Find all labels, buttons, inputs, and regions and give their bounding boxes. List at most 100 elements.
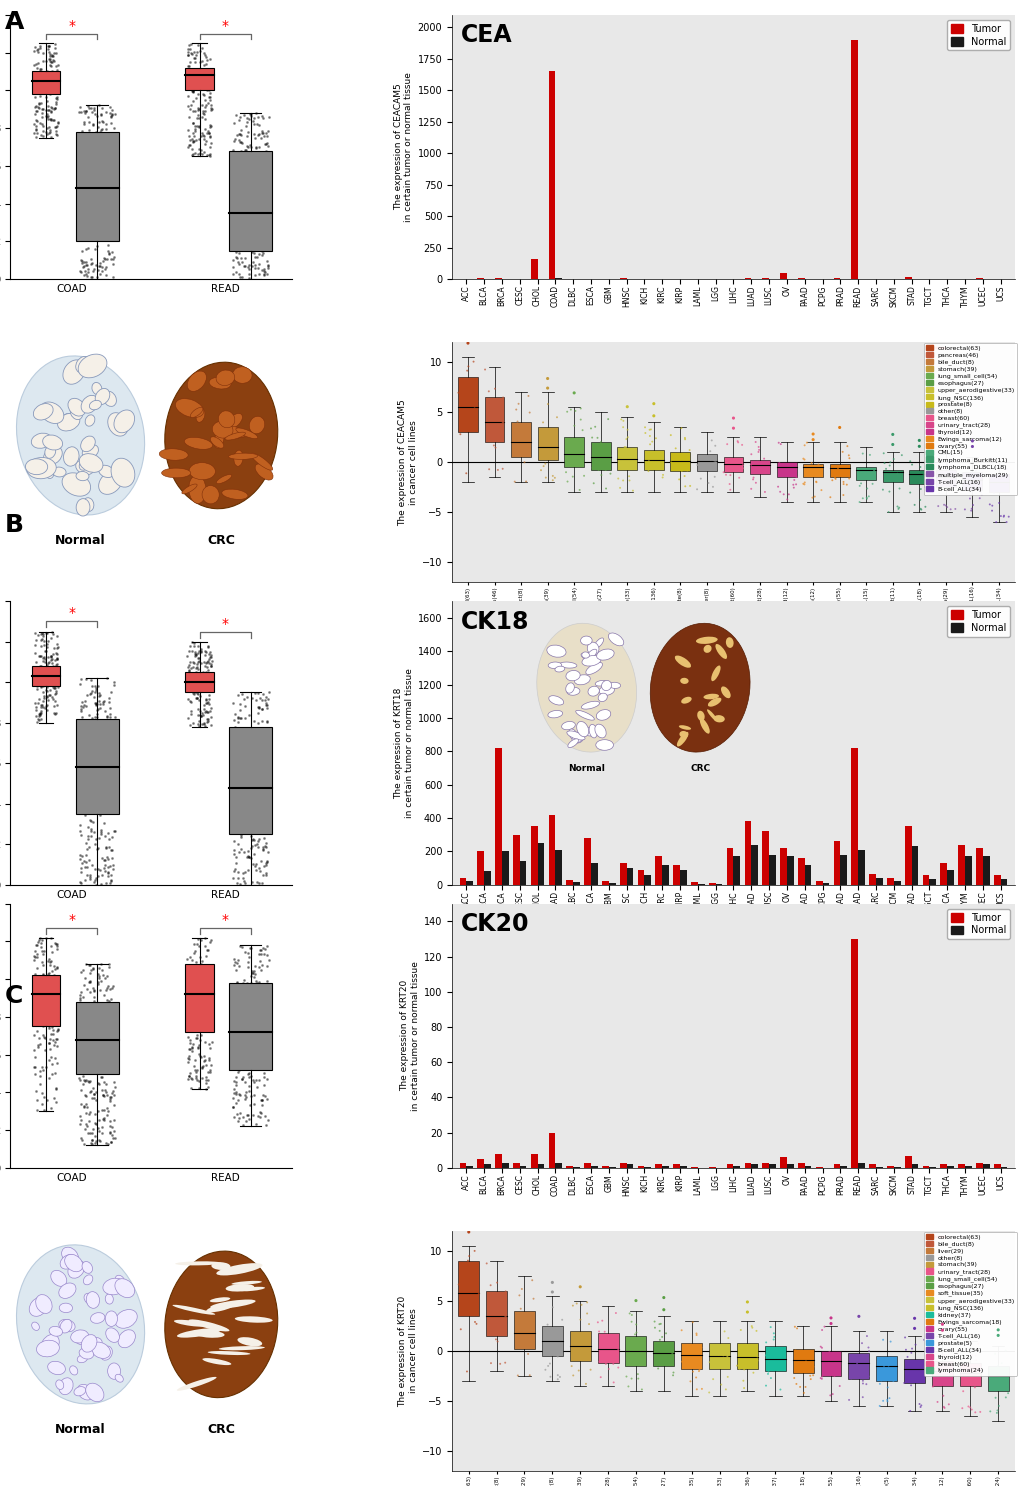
Point bbox=[229, 724, 246, 747]
Point bbox=[79, 773, 96, 796]
Point bbox=[189, 667, 205, 691]
Point bbox=[98, 218, 114, 242]
Point bbox=[561, 437, 578, 461]
Point bbox=[34, 104, 50, 128]
Point bbox=[104, 1123, 120, 1147]
Point bbox=[103, 198, 119, 221]
Point bbox=[202, 1060, 218, 1083]
Point bbox=[98, 117, 114, 141]
Point bbox=[40, 673, 56, 697]
Point bbox=[189, 1022, 205, 1046]
Point bbox=[181, 673, 198, 697]
Point bbox=[251, 810, 267, 834]
Point bbox=[255, 835, 271, 859]
Point bbox=[35, 1010, 51, 1034]
Point bbox=[84, 1034, 100, 1058]
Bar bbox=[229, 150, 272, 251]
Point bbox=[543, 443, 559, 467]
Point bbox=[235, 969, 252, 993]
Point bbox=[236, 817, 253, 841]
Point bbox=[29, 704, 45, 728]
Ellipse shape bbox=[210, 437, 223, 449]
Point bbox=[673, 416, 689, 440]
Point bbox=[228, 1101, 245, 1125]
Point bbox=[804, 422, 820, 446]
Point bbox=[558, 470, 575, 493]
Point bbox=[240, 262, 257, 285]
Point bbox=[192, 672, 208, 695]
Point bbox=[880, 1386, 897, 1410]
Point bbox=[103, 719, 119, 743]
Point bbox=[28, 1079, 44, 1103]
Point bbox=[44, 59, 60, 83]
Point bbox=[189, 687, 205, 710]
Point bbox=[45, 45, 61, 68]
Point bbox=[242, 978, 258, 1002]
Point bbox=[190, 77, 206, 101]
Point bbox=[729, 447, 745, 471]
Point bbox=[31, 1033, 47, 1057]
Point bbox=[251, 856, 267, 880]
Point bbox=[247, 245, 263, 269]
Point bbox=[750, 438, 766, 462]
Point bbox=[659, 1336, 676, 1360]
Point bbox=[546, 443, 562, 467]
Point bbox=[33, 59, 49, 83]
Point bbox=[604, 1352, 621, 1376]
Point bbox=[653, 446, 669, 470]
Point bbox=[184, 79, 201, 103]
Point bbox=[195, 970, 211, 994]
Point bbox=[91, 1073, 107, 1097]
Point bbox=[236, 138, 253, 162]
Point bbox=[959, 1394, 975, 1418]
Point bbox=[72, 1104, 89, 1128]
Point bbox=[234, 752, 251, 776]
Point bbox=[42, 49, 58, 73]
Point bbox=[705, 449, 721, 473]
Point bbox=[179, 947, 196, 970]
Point bbox=[201, 1046, 217, 1070]
Point bbox=[910, 434, 926, 458]
Point bbox=[31, 982, 47, 1006]
Point bbox=[928, 1389, 945, 1413]
Point bbox=[912, 496, 928, 520]
Point bbox=[93, 819, 109, 843]
Point bbox=[102, 1122, 118, 1146]
Point bbox=[739, 1300, 755, 1324]
Point bbox=[251, 174, 267, 198]
Point bbox=[252, 1019, 268, 1043]
Point bbox=[228, 1027, 245, 1051]
Point bbox=[41, 961, 57, 985]
Point bbox=[804, 1363, 820, 1386]
Point bbox=[823, 1382, 840, 1406]
Point bbox=[225, 162, 242, 186]
Point bbox=[75, 850, 92, 874]
Point bbox=[30, 655, 46, 679]
Point bbox=[236, 859, 253, 883]
Point bbox=[249, 869, 265, 893]
Point bbox=[204, 1030, 220, 1054]
Text: *: * bbox=[221, 914, 228, 927]
Point bbox=[46, 972, 62, 996]
Point bbox=[229, 871, 246, 895]
Point bbox=[717, 462, 734, 486]
Point bbox=[924, 1336, 941, 1360]
Bar bbox=[751, 846, 757, 884]
Ellipse shape bbox=[206, 1303, 235, 1312]
Point bbox=[233, 837, 250, 860]
Point bbox=[763, 1340, 780, 1364]
Point bbox=[259, 262, 275, 285]
Point bbox=[684, 1311, 700, 1334]
Point bbox=[874, 478, 891, 502]
Point bbox=[194, 701, 210, 725]
Point bbox=[193, 929, 209, 953]
Point bbox=[184, 129, 201, 153]
Point bbox=[72, 1068, 89, 1092]
Point bbox=[203, 695, 219, 719]
Point bbox=[92, 777, 108, 801]
Point bbox=[202, 76, 218, 100]
Point bbox=[39, 679, 55, 703]
Point bbox=[257, 1015, 273, 1039]
Point bbox=[225, 994, 242, 1018]
Point bbox=[74, 1046, 91, 1070]
